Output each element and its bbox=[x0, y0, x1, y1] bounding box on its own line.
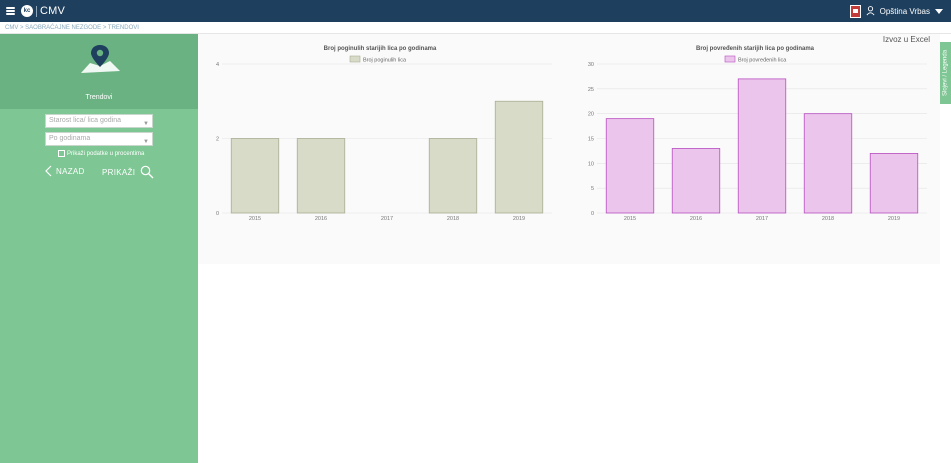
legend-label: Broj povređenih lica bbox=[738, 58, 787, 64]
bar bbox=[869, 153, 919, 214]
type-select[interactable]: Starost lica/ lica godina ▼ bbox=[45, 114, 153, 128]
chevron-down-icon: ▼ bbox=[143, 139, 149, 145]
x-tick-label: 2018 bbox=[822, 216, 834, 222]
legend-tab[interactable]: Slojevi / Legenda bbox=[940, 42, 951, 104]
user-icon bbox=[866, 6, 875, 16]
y-tick-label: 2 bbox=[216, 137, 219, 143]
sidebar-title: Trendovi bbox=[85, 94, 113, 101]
back-label: NAZAD bbox=[56, 166, 85, 176]
logo-mark[interactable]: kc bbox=[21, 5, 33, 17]
percent-checkbox-label: Prikaži podatke u procentima bbox=[67, 150, 145, 157]
logo-text[interactable]: CMV bbox=[40, 5, 66, 17]
bar bbox=[230, 138, 280, 214]
chevron-down-icon: ▼ bbox=[143, 121, 149, 127]
legend-swatch bbox=[724, 55, 736, 63]
bar bbox=[605, 118, 655, 214]
show-label: PRIKAŽI bbox=[102, 167, 136, 177]
search-icon bbox=[140, 165, 154, 179]
chart-killed: Broj poginulih starijih lica po godinama… bbox=[216, 46, 552, 222]
y-tick-label: 30 bbox=[588, 62, 594, 68]
bar bbox=[671, 148, 721, 214]
map-pin-icon bbox=[81, 45, 120, 73]
breadcrumb[interactable]: CMV > SAOBRAĆAJNE NEZGODE > TRENDOVI bbox=[0, 22, 951, 34]
bar bbox=[803, 113, 853, 214]
logo-divider bbox=[36, 5, 37, 17]
x-tick-label: 2015 bbox=[624, 216, 636, 222]
chart-title: Broj povređenih starijih lica po godinam… bbox=[696, 46, 815, 52]
x-tick-label: 2019 bbox=[513, 216, 525, 222]
menu-icon[interactable] bbox=[6, 7, 15, 15]
x-tick-label: 2015 bbox=[249, 216, 261, 222]
percent-checkbox-row[interactable]: Prikaži podatke u procentima bbox=[58, 150, 144, 157]
x-tick-label: 2019 bbox=[888, 216, 900, 222]
x-tick-label: 2018 bbox=[447, 216, 459, 222]
y-tick-label: 0 bbox=[216, 211, 219, 217]
y-tick-label: 20 bbox=[588, 112, 594, 118]
sidebar: Trendovi Starost lica/ lica godina ▼ Po … bbox=[0, 34, 198, 463]
percent-checkbox[interactable] bbox=[58, 150, 65, 157]
y-tick-label: 5 bbox=[591, 186, 594, 192]
top-bar: kc CMV Opština Vrbas bbox=[0, 0, 951, 22]
sidebar-header: Trendovi bbox=[0, 34, 198, 109]
x-tick-label: 2017 bbox=[756, 216, 768, 222]
y-tick-label: 25 bbox=[588, 87, 594, 93]
bar bbox=[296, 138, 346, 214]
chart-title: Broj poginulih starijih lica po godinama bbox=[324, 46, 437, 52]
x-tick-label: 2017 bbox=[381, 216, 393, 222]
excel-export-link[interactable]: Izvoz u Excel bbox=[882, 35, 930, 44]
bar bbox=[494, 100, 544, 214]
chevron-down-icon[interactable] bbox=[935, 8, 943, 14]
y-tick-label: 4 bbox=[216, 62, 219, 68]
bar bbox=[737, 78, 787, 214]
chevron-left-icon bbox=[45, 165, 52, 177]
legend-swatch bbox=[349, 55, 361, 63]
bar bbox=[428, 138, 478, 214]
type-select-value: Starost lica/ lica godina bbox=[49, 117, 121, 124]
group-select[interactable]: Po godinama ▼ bbox=[45, 132, 153, 146]
y-tick-label: 10 bbox=[588, 161, 594, 167]
back-button[interactable]: NAZAD bbox=[44, 165, 85, 177]
show-button[interactable]: PRIKAŽI bbox=[102, 165, 154, 179]
y-tick-label: 15 bbox=[588, 137, 594, 143]
y-tick-label: 0 bbox=[591, 211, 594, 217]
crest-icon bbox=[849, 4, 861, 18]
chart-injured: Broj povređenih starijih lica po godinam… bbox=[588, 46, 927, 222]
group-select-value: Po godinama bbox=[49, 135, 91, 142]
municipality-switcher[interactable]: Opština Vrbas bbox=[849, 0, 943, 22]
legend-label: Broj poginulih lica bbox=[363, 58, 407, 64]
municipality-name: Opština Vrbas bbox=[879, 6, 930, 16]
x-tick-label: 2016 bbox=[315, 216, 327, 222]
x-tick-label: 2016 bbox=[690, 216, 702, 222]
